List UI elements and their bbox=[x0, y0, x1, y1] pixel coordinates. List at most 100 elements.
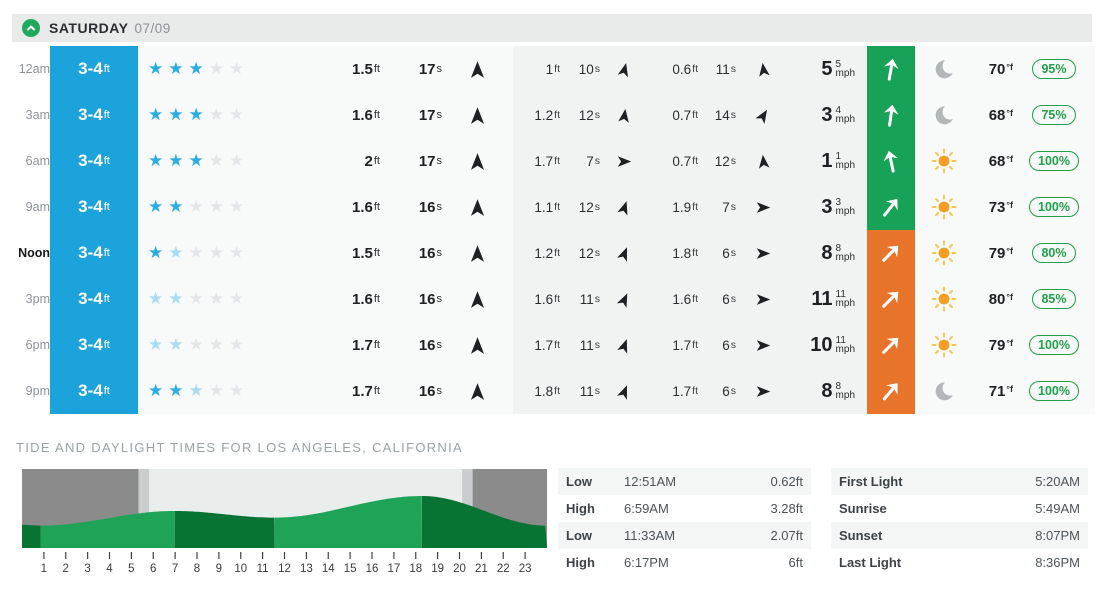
wind-speed-cell: 11 11 mph bbox=[790, 276, 867, 322]
moon-icon bbox=[935, 60, 953, 79]
tide-type: Low bbox=[566, 474, 592, 489]
secondary-swell-height: 1.1 bbox=[534, 199, 554, 215]
forecast-row[interactable]: Noon 3-4 ft ★ ★ ★ ★ ★ 1.5 ft 16 s 1.2 ft 12 s 1.8… bbox=[14, 230, 1095, 276]
daylight-row: Sunrise 5:49AM bbox=[831, 495, 1088, 522]
tertiary-swell-direction-icon bbox=[754, 109, 767, 124]
star-icon: ★ bbox=[148, 335, 164, 354]
tertiary-swell-height-unit: ft bbox=[692, 155, 698, 167]
time-label: 3am bbox=[25, 108, 50, 122]
tide-table-row: Low 11:33AM 2.07ft bbox=[558, 522, 811, 549]
svg-text:3: 3 bbox=[84, 563, 90, 575]
wind-speed-value: 8 bbox=[821, 379, 833, 402]
tertiary-swell-direction-icon bbox=[756, 247, 770, 259]
primary-swell-period: 17 bbox=[418, 60, 436, 78]
star-icon: ★ bbox=[208, 151, 224, 170]
wind-speed-unit: mph bbox=[835, 252, 855, 263]
time-label: 6pm bbox=[25, 338, 50, 352]
secondary-swell-height: 1 bbox=[545, 61, 554, 77]
primary-swell-direction-icon bbox=[470, 244, 485, 262]
wind-direction-icon bbox=[883, 198, 898, 217]
probability-badge: 100% bbox=[1029, 197, 1079, 217]
tide-section-title: TIDE AND DAYLIGHT TIMES FOR LOS ANGELES,… bbox=[16, 440, 464, 455]
surf-height-cell: 3-4 ft bbox=[50, 138, 138, 184]
tertiary-swell-height-unit: ft bbox=[692, 385, 698, 397]
temperature-value: 71 bbox=[988, 382, 1006, 400]
svg-text:22: 22 bbox=[497, 563, 510, 575]
secondary-swell-direction-icon bbox=[617, 62, 628, 77]
temperature-cell: 71 °f bbox=[973, 368, 1013, 414]
moon-icon bbox=[935, 106, 953, 125]
tide-height: 2.07ft bbox=[770, 528, 803, 543]
tertiary-swell-height-unit: ft bbox=[692, 339, 698, 351]
forecast-row[interactable]: 6pm 3-4 ft ★ ★ ★ ★ ★ 1.7 ft 16 s 1.7 ft 11 s 1.7 f… bbox=[14, 322, 1095, 368]
primary-swell-direction-icon bbox=[470, 198, 485, 216]
surf-height-cell: 3-4 ft bbox=[50, 368, 138, 414]
secondary-swell-period: 12 bbox=[578, 107, 594, 123]
wind-direction-cell bbox=[867, 276, 915, 322]
tertiary-swell-period-unit: s bbox=[730, 155, 736, 167]
secondary-swell-direction-icon bbox=[617, 155, 631, 167]
tertiary-swell-period-unit: s bbox=[730, 201, 736, 213]
star-icon: ★ bbox=[229, 151, 245, 170]
daylight-label: Last Light bbox=[839, 555, 902, 570]
primary-swell-period-unit: s bbox=[436, 63, 443, 75]
wind-speed-value: 3 bbox=[821, 195, 833, 218]
svg-text:18: 18 bbox=[409, 563, 422, 575]
primary-swell-period-unit: s bbox=[436, 385, 443, 397]
tertiary-swell-direction-icon bbox=[756, 339, 770, 351]
wind-direction-cell bbox=[867, 230, 915, 276]
wind-gust-block: 5 mph bbox=[836, 59, 855, 79]
surf-height-unit: ft bbox=[103, 385, 110, 397]
star-icon: ★ bbox=[188, 381, 204, 400]
tertiary-swell-height-unit: ft bbox=[692, 109, 698, 121]
primary-swell-period: 17 bbox=[418, 152, 436, 170]
forecast-row[interactable]: 12am 3-4 ft ★ ★ ★ ★ ★ 1.5 ft 17 s 1 ft 10 s 0.6 ft… bbox=[14, 46, 1095, 92]
star-icon: ★ bbox=[168, 335, 184, 354]
temperature-value: 79 bbox=[988, 244, 1006, 262]
forecast-row[interactable]: 9pm 3-4 ft ★ ★ ★ ★ ★ 1.7 ft 16 s 1.8 ft 11 s 1.7 f… bbox=[14, 368, 1095, 414]
tertiary-swell-height: 0.6 bbox=[672, 61, 692, 77]
primary-swell-height-unit: ft bbox=[373, 293, 380, 305]
primary-swell-period: 16 bbox=[418, 290, 436, 308]
secondary-swell-height-unit: ft bbox=[554, 293, 560, 305]
star-icon: ★ bbox=[208, 59, 224, 78]
star-icon: ★ bbox=[188, 243, 204, 262]
wind-gust-block: 8 mph bbox=[836, 381, 855, 401]
forecast-row[interactable]: 3pm 3-4 ft ★ ★ ★ ★ ★ 1.6 ft 16 s 1.6 ft 11 s 1.6 f… bbox=[14, 276, 1095, 322]
collapse-chevron-icon[interactable] bbox=[22, 19, 40, 37]
tertiary-swell-period: 6 bbox=[722, 291, 730, 307]
secondary-swell-direction-icon bbox=[617, 108, 629, 123]
tertiary-swell-period-unit: s bbox=[730, 63, 736, 75]
star-icon: ★ bbox=[229, 197, 245, 216]
star-icon: ★ bbox=[208, 243, 224, 262]
tide-table-row: High 6:17PM 6ft bbox=[558, 549, 811, 576]
forecast-row[interactable]: 3am 3-4 ft ★ ★ ★ ★ ★ 1.6 ft 17 s 1.2 ft 12 s 0.7 f… bbox=[14, 92, 1095, 138]
tertiary-swell-period: 6 bbox=[722, 337, 730, 353]
time-label: Noon bbox=[18, 246, 50, 260]
time-label: 6am bbox=[25, 154, 50, 168]
secondary-swell-height: 1.7 bbox=[534, 337, 554, 353]
tertiary-swell-height: 1.8 bbox=[672, 245, 692, 261]
secondary-swell-period-unit: s bbox=[594, 109, 600, 121]
surf-height-value: 3-4 bbox=[78, 59, 103, 78]
secondary-swell-period-unit: s bbox=[594, 201, 600, 213]
svg-text:1: 1 bbox=[41, 563, 47, 575]
tide-time: 12:51AM bbox=[624, 474, 677, 489]
primary-swell-direction-icon bbox=[470, 336, 485, 354]
tertiary-swell-period-unit: s bbox=[730, 109, 736, 121]
wind-speed-cell: 10 11 mph bbox=[790, 322, 867, 368]
tertiary-swell-height: 1.9 bbox=[672, 199, 692, 215]
star-icon: ★ bbox=[168, 105, 184, 124]
daylight-time: 5:20AM bbox=[1035, 474, 1080, 489]
forecast-row[interactable]: 9am 3-4 ft ★ ★ ★ ★ ★ 1.6 ft 16 s 1.1 ft 12 s 1.9 f… bbox=[14, 184, 1095, 230]
primary-swell-height: 1.5 bbox=[352, 60, 373, 78]
wind-gust-block: 11 mph bbox=[836, 335, 855, 355]
tertiary-swell-height-unit: ft bbox=[692, 201, 698, 213]
primary-swell-height: 1.6 bbox=[352, 198, 373, 216]
temperature-unit: °f bbox=[1006, 108, 1013, 118]
day-name: SATURDAY bbox=[49, 20, 129, 36]
svg-text:8: 8 bbox=[194, 563, 200, 575]
primary-swell-direction-icon bbox=[470, 106, 485, 124]
star-icon: ★ bbox=[229, 381, 245, 400]
